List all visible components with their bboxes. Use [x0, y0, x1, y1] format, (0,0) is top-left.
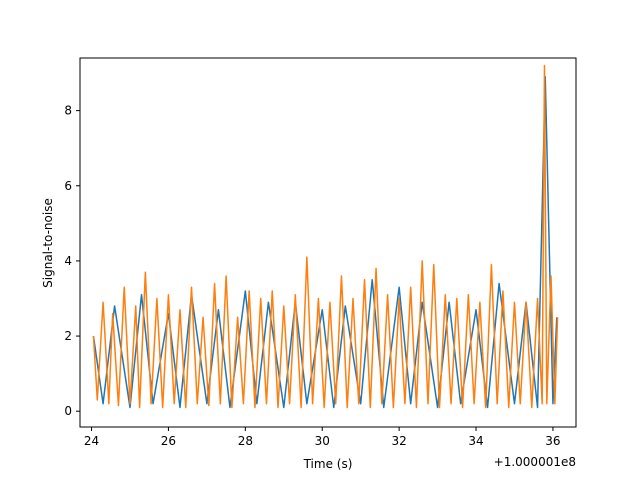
y-axis-ticks: 0 2 4 6 8: [64, 104, 80, 418]
series-line-0: [92, 76, 558, 409]
x-tick-label-5: 34: [468, 434, 483, 448]
y-axis-label: Signal-to-noise: [41, 198, 55, 288]
x-axis-offset-label: +1.000001e8: [494, 455, 576, 469]
x-tick-label-2: 28: [238, 434, 253, 448]
y-tick-label-3: 6: [64, 179, 72, 193]
y-tick-label-1: 2: [64, 329, 72, 343]
x-axis-ticks: 24 26 28 30 32 34 36: [84, 427, 561, 448]
y-tick-label-4: 8: [64, 104, 72, 118]
plot-frame: [79, 57, 577, 428]
series-layer: [92, 64, 559, 409]
x-tick-label-6: 36: [545, 434, 560, 448]
x-axis-label: Time (s): [303, 457, 353, 471]
x-tick-label-3: 30: [315, 434, 330, 448]
x-tick-label-0: 24: [84, 434, 99, 448]
series-line-1: [92, 64, 559, 409]
x-tick-label-1: 26: [161, 434, 176, 448]
x-tick-label-4: 32: [391, 434, 406, 448]
y-tick-label-0: 0: [64, 404, 72, 418]
y-tick-label-2: 4: [64, 254, 72, 268]
